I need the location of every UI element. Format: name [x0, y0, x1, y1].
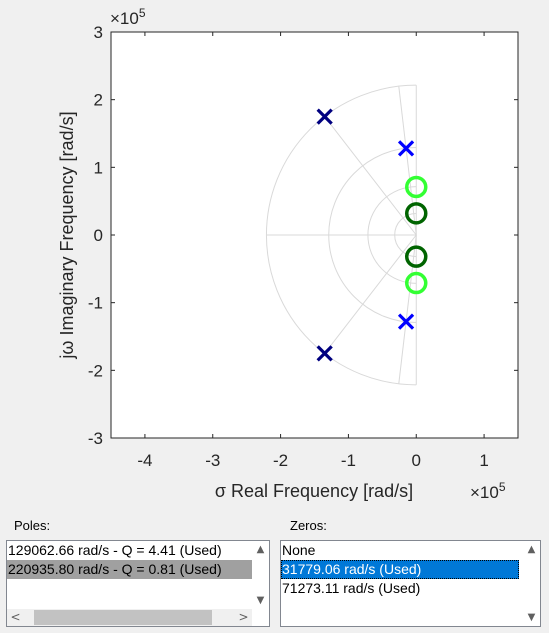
list-item[interactable]: None [282, 542, 316, 558]
list-item[interactable]: 71273.11 rad/s (Used) [282, 580, 421, 596]
zero-marker [405, 202, 428, 225]
scroll-down-icon[interactable]: ▼ [256, 595, 265, 606]
y-tick-label: -3 [88, 429, 103, 448]
pole-marker [397, 140, 415, 157]
grid-radial-line [324, 116, 417, 236]
y-exponent-label: ×105 [110, 6, 146, 28]
pole-marker [316, 108, 333, 125]
zero-marker [405, 271, 428, 295]
scroll-left-icon[interactable]: < [10, 610, 21, 624]
x-axis-ticks: -4 -3 -2 -1 0 1 [137, 32, 489, 470]
zero-marker [405, 245, 428, 268]
poles-vertical-scrollbar[interactable]: ▲ ▼ [252, 541, 269, 609]
list-item[interactable]: 31779.06 rad/s (Used) [281, 560, 519, 579]
y-tick-label: 0 [94, 226, 103, 245]
y-axis-ticks: 3 2 1 0 -1 -2 -3 [88, 23, 518, 448]
zeros-listbox[interactable]: None 31779.06 rad/s (Used) 71273.11 rad/s … [280, 540, 541, 627]
scroll-down-icon[interactable]: ▼ [527, 612, 536, 623]
scroll-up-icon[interactable]: ▲ [256, 544, 265, 555]
zeros-vertical-scrollbar[interactable]: ▲ ▼ [523, 541, 540, 626]
y-tick-label: -2 [88, 361, 103, 380]
zeros-label: Zeros: [290, 518, 327, 533]
list-item[interactable]: 129062.66 rad/s - Q = 4.41 (Used) [8, 542, 222, 558]
horizontal-scroll-thumb[interactable] [34, 610, 212, 625]
x-axis-label: σ Real Frequency [rad/s] [215, 481, 413, 501]
y-tick-label: 1 [94, 158, 103, 177]
pole-zero-markers [316, 108, 428, 362]
x-tick-label: -1 [341, 451, 356, 470]
poles-listbox[interactable]: 129062.66 rad/s - Q = 4.41 (Used) 220935.… [6, 540, 270, 627]
x-tick-label: 1 [479, 451, 488, 470]
pole-marker [397, 313, 415, 330]
y-tick-label: 3 [94, 23, 103, 42]
scroll-right-icon[interactable]: > [238, 610, 249, 624]
y-tick-label: -1 [88, 294, 103, 313]
list-item[interactable]: 220935.80 rad/s - Q = 0.81 (Used) [7, 560, 252, 579]
poles-horizontal-scrollbar[interactable]: < > [7, 609, 252, 626]
x-tick-label: -2 [273, 451, 288, 470]
y-axis-label: jω Imaginary Frequency [rad/s] [57, 111, 77, 359]
pole-zero-plot: -4 -3 -2 -1 0 1 3 2 1 0 -1 -2 -3 ×105 ×105 σ Real F… [57, 6, 519, 502]
x-tick-label: -3 [205, 451, 220, 470]
grid-radial-line [398, 234, 417, 384]
scroll-up-icon[interactable]: ▲ [527, 544, 536, 555]
x-tick-label: -4 [137, 451, 152, 470]
grid-radial-line [324, 234, 417, 354]
pole-marker [316, 345, 333, 362]
zero-marker [405, 175, 428, 199]
grid-radial-line [398, 86, 417, 236]
y-tick-label: 2 [94, 91, 103, 110]
x-tick-label: 0 [412, 451, 421, 470]
x-exponent-label: ×105 [470, 480, 506, 502]
poles-label: Poles: [14, 518, 51, 533]
